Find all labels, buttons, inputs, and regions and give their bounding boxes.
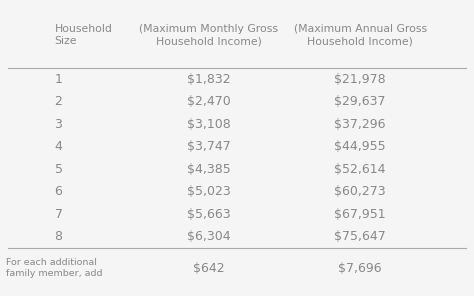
Text: 4: 4 — [55, 140, 63, 153]
Text: $5,663: $5,663 — [187, 208, 230, 221]
Text: $29,637: $29,637 — [335, 95, 386, 108]
Text: $642: $642 — [193, 261, 224, 274]
Text: $1,832: $1,832 — [187, 73, 230, 86]
Text: 5: 5 — [55, 163, 63, 176]
Text: For each additional
family member, add: For each additional family member, add — [6, 258, 103, 278]
Text: $3,747: $3,747 — [187, 140, 230, 153]
Text: 2: 2 — [55, 95, 63, 108]
Text: $75,647: $75,647 — [334, 230, 386, 243]
Text: $3,108: $3,108 — [187, 118, 230, 131]
Text: $21,978: $21,978 — [335, 73, 386, 86]
Text: Household
Size: Household Size — [55, 24, 112, 46]
Text: 1: 1 — [55, 73, 63, 86]
Text: $7,696: $7,696 — [338, 261, 382, 274]
Text: (Maximum Annual Gross
Household Income): (Maximum Annual Gross Household Income) — [294, 24, 427, 46]
Text: 8: 8 — [55, 230, 63, 243]
Text: $37,296: $37,296 — [335, 118, 386, 131]
Text: $4,385: $4,385 — [187, 163, 230, 176]
Text: $5,023: $5,023 — [187, 185, 230, 198]
Text: 3: 3 — [55, 118, 63, 131]
Text: $52,614: $52,614 — [335, 163, 386, 176]
Text: $67,951: $67,951 — [335, 208, 386, 221]
Text: (Maximum Monthly Gross
Household Income): (Maximum Monthly Gross Household Income) — [139, 24, 278, 46]
Text: $2,470: $2,470 — [187, 95, 230, 108]
Text: 7: 7 — [55, 208, 63, 221]
Text: $44,955: $44,955 — [335, 140, 386, 153]
Text: 6: 6 — [55, 185, 63, 198]
Text: $60,273: $60,273 — [335, 185, 386, 198]
Text: $6,304: $6,304 — [187, 230, 230, 243]
